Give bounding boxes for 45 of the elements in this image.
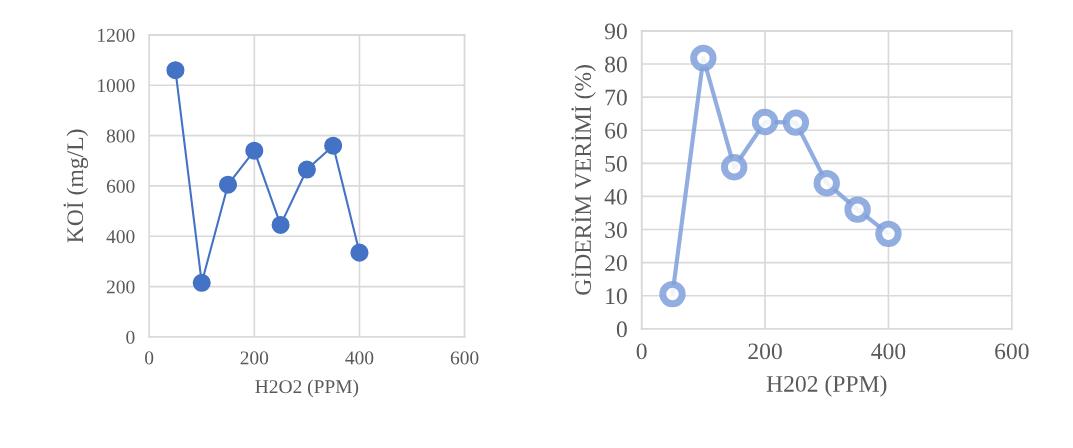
y-tick-label: 1000 xyxy=(98,79,135,93)
point xyxy=(350,243,369,262)
point xyxy=(271,215,290,234)
y-tick-label: 20 xyxy=(605,255,627,272)
y-tick-label: 400 xyxy=(106,230,135,244)
y-axis-title: KOİ (mg/L) xyxy=(63,129,89,243)
point xyxy=(721,154,748,181)
x-tick-label: 400 xyxy=(871,343,906,360)
point xyxy=(192,273,211,292)
x-tick-label: 600 xyxy=(995,343,1029,360)
y-tick-label: 200 xyxy=(106,280,135,294)
y-tick-label: 600 xyxy=(106,179,135,193)
point xyxy=(844,196,871,223)
y-tick-label: 60 xyxy=(605,122,627,139)
y-tick-label: 90 xyxy=(604,23,627,40)
x-tick-label: 600 xyxy=(450,351,479,365)
point xyxy=(659,280,686,308)
x-axis-title: H2O2 (PPM) xyxy=(255,379,359,398)
point xyxy=(690,44,717,72)
point xyxy=(875,220,902,248)
point xyxy=(751,108,779,136)
y-tick-label: 40 xyxy=(604,188,627,205)
x-tick-label: 0 xyxy=(636,343,647,360)
point xyxy=(813,169,840,197)
y-tick-label: 800 xyxy=(106,129,135,143)
y-tick-label: 0 xyxy=(616,321,627,338)
point xyxy=(166,61,185,80)
point xyxy=(782,109,810,136)
y-tick-label: 50 xyxy=(605,155,627,172)
y-tick-label: 0 xyxy=(126,330,135,344)
y-tick-label: 10 xyxy=(606,288,627,305)
x-tick-label: 200 xyxy=(240,351,269,365)
x-tick-label: 0 xyxy=(145,351,154,365)
x-axis-title: H202 (PPM) xyxy=(766,375,887,397)
point xyxy=(297,160,316,179)
y-tick-label: 1200 xyxy=(98,28,135,42)
y-axis-title: GİDERİM VERİMİ (%) xyxy=(571,65,596,295)
y-tick-label: 80 xyxy=(605,56,627,73)
point xyxy=(245,141,264,160)
point xyxy=(324,136,343,155)
y-tick-label: 70 xyxy=(605,89,627,106)
x-tick-label: 200 xyxy=(748,343,782,360)
x-tick-label: 400 xyxy=(345,351,374,365)
y-tick-label: 30 xyxy=(605,222,627,238)
point xyxy=(218,175,238,194)
